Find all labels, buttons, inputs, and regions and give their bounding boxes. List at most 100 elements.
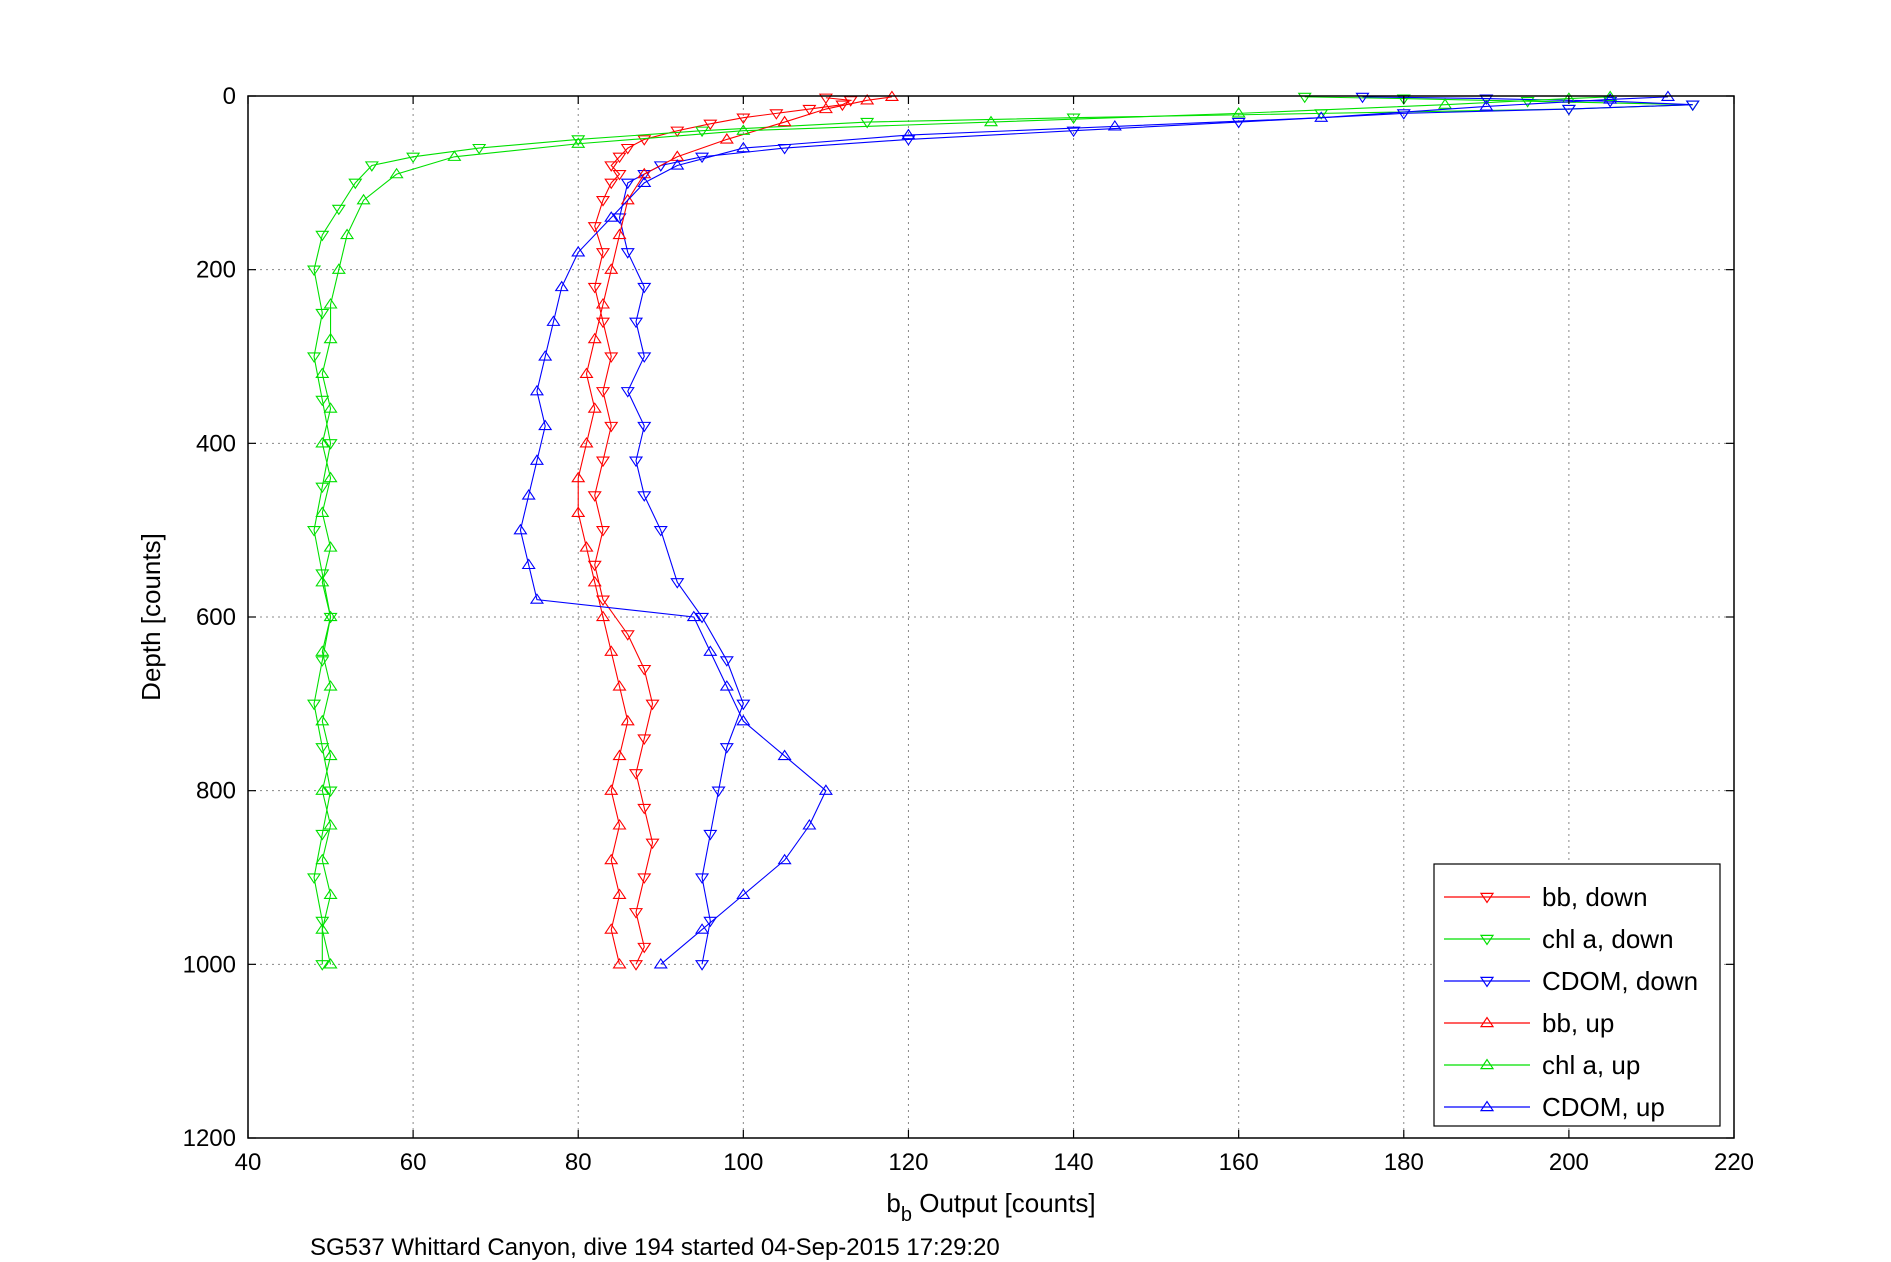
data-point [1297,92,1312,104]
data-point [315,916,330,928]
data-point [901,135,916,146]
data-point [315,645,330,656]
data-point [637,664,652,676]
data-point [777,853,792,865]
y-axis-label: Depth [counts] [136,533,166,701]
data-point [612,170,627,181]
data-point [695,960,710,971]
data-point [587,491,602,502]
data-point [628,960,644,971]
data-point [736,113,751,125]
legend-marker [1479,1016,1495,1028]
legend-marker [1479,892,1495,904]
series-0 [587,93,858,971]
y-tick-label: 1000 [183,951,236,978]
data-point [315,829,330,841]
data-point [645,838,660,850]
data-point [529,593,544,604]
y-tick-label: 0 [223,83,236,110]
data-point [546,315,561,326]
y-tick-label: 800 [196,778,236,805]
data-point [835,100,850,112]
data-point [802,819,817,830]
data-point [315,367,330,379]
figure-footer: SG537 Whittard Canyon, dive 194 started … [310,1234,1000,1261]
data-point [323,471,338,483]
data-point [315,656,330,667]
data-point [703,119,718,131]
data-point [323,298,338,309]
data-point [323,888,338,900]
data-point [1314,111,1329,122]
data-point [637,491,652,502]
data-point [620,630,635,641]
data-point [538,350,553,361]
data-point [315,230,330,242]
data-point [1355,92,1370,104]
data-point [653,957,668,969]
data-point [637,170,652,181]
data-point [315,436,330,448]
data-point [620,178,635,190]
data-point [323,749,338,761]
data-point [695,612,710,624]
data-point [315,853,330,865]
data-point [331,263,346,274]
data-point [628,456,644,468]
data-point [818,93,833,105]
data-point [447,150,462,161]
x-tick-label: 220 [1714,1149,1754,1176]
data-point [521,489,536,500]
data-point [1603,97,1618,108]
x-tick-label: 180 [1384,1149,1424,1176]
x-tick-label: 60 [400,1149,427,1176]
data-point [711,786,726,798]
data-point [983,115,999,127]
data-point [307,352,322,363]
data-point [1107,120,1122,131]
data-point [604,352,619,363]
data-point [1685,100,1700,112]
data-point [736,699,751,711]
data-point [315,575,330,587]
data-point [579,541,594,552]
data-point [513,523,528,535]
data-point [612,888,627,900]
data-point [637,942,652,954]
data-point [769,109,784,120]
data-point [323,612,338,624]
data-point [695,923,710,934]
data-point [587,332,602,344]
data-point [571,506,586,517]
data-point [620,387,635,398]
data-point [538,419,553,431]
legend-marker [1479,1058,1495,1070]
data-point [595,196,611,207]
data-point [604,178,619,190]
data-point [307,526,322,537]
data-point [340,228,355,240]
data-point [637,734,652,745]
data-point [323,402,338,413]
data-point [356,193,371,205]
data-point [604,784,619,795]
data-point [315,308,330,320]
data-point [1479,100,1494,111]
data-point [818,784,833,795]
data-point [323,680,338,691]
legend-label: chl a, down [1542,924,1674,954]
data-point [860,93,875,105]
data-point [860,117,875,129]
data-point [637,282,652,294]
y-tick-label: 400 [196,430,236,457]
data-point [637,135,652,146]
data-point [1396,94,1411,105]
data-point [637,873,652,884]
data-point [637,803,652,815]
data-point [719,133,734,144]
data-point [587,402,602,413]
data-point [323,957,338,969]
data-point [1396,109,1411,120]
data-point [653,526,668,537]
series-1 [307,92,1700,971]
